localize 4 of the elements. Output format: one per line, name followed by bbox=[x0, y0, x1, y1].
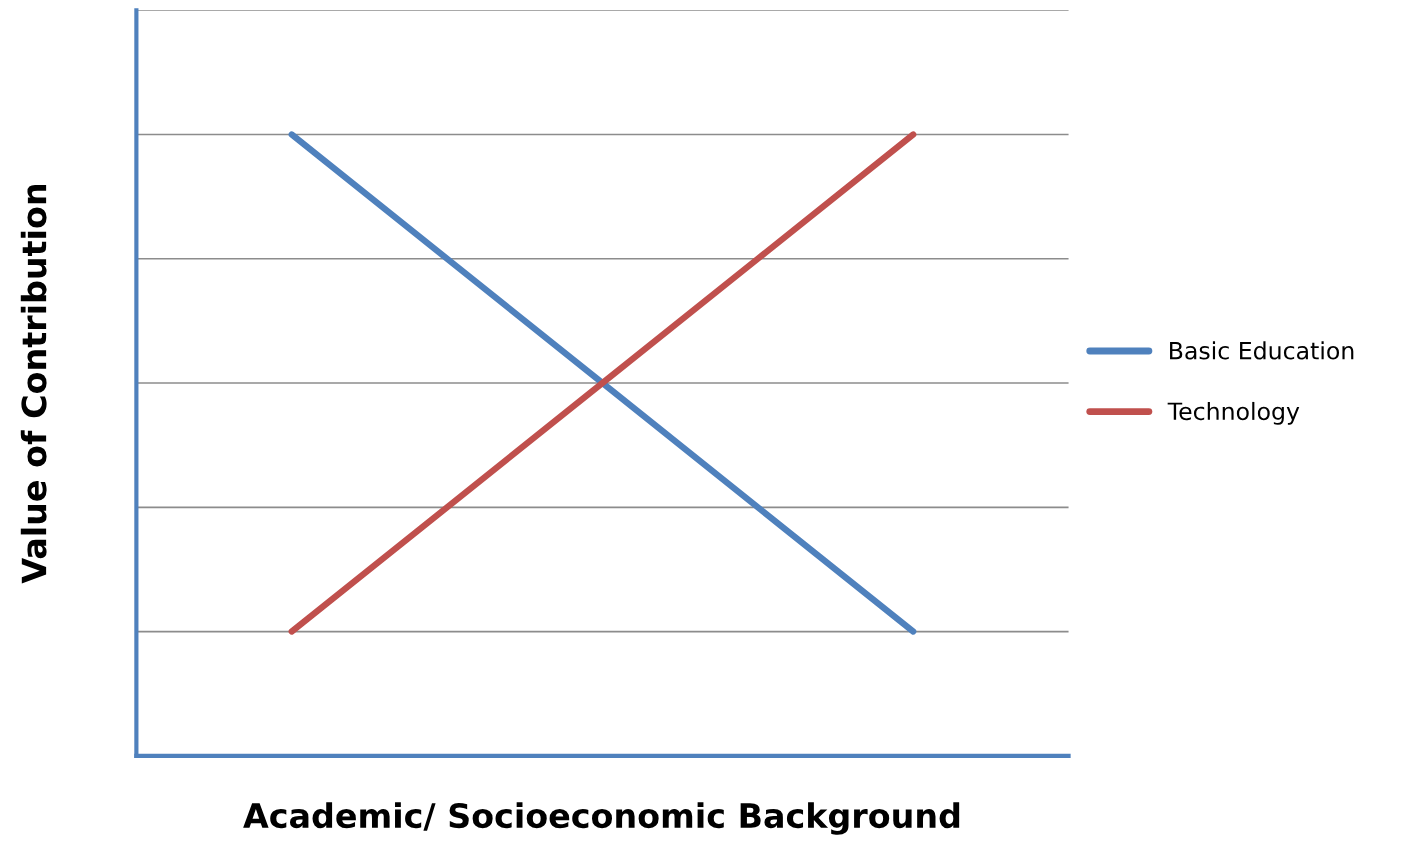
legend-label: Basic Education bbox=[1170, 341, 1354, 360]
legend-label: Technology bbox=[1167, 401, 1300, 425]
x-axis-title: Academic/ Socioeconomic Background bbox=[243, 802, 960, 835]
y-axis-title: Value of Contribution bbox=[20, 184, 47, 584]
